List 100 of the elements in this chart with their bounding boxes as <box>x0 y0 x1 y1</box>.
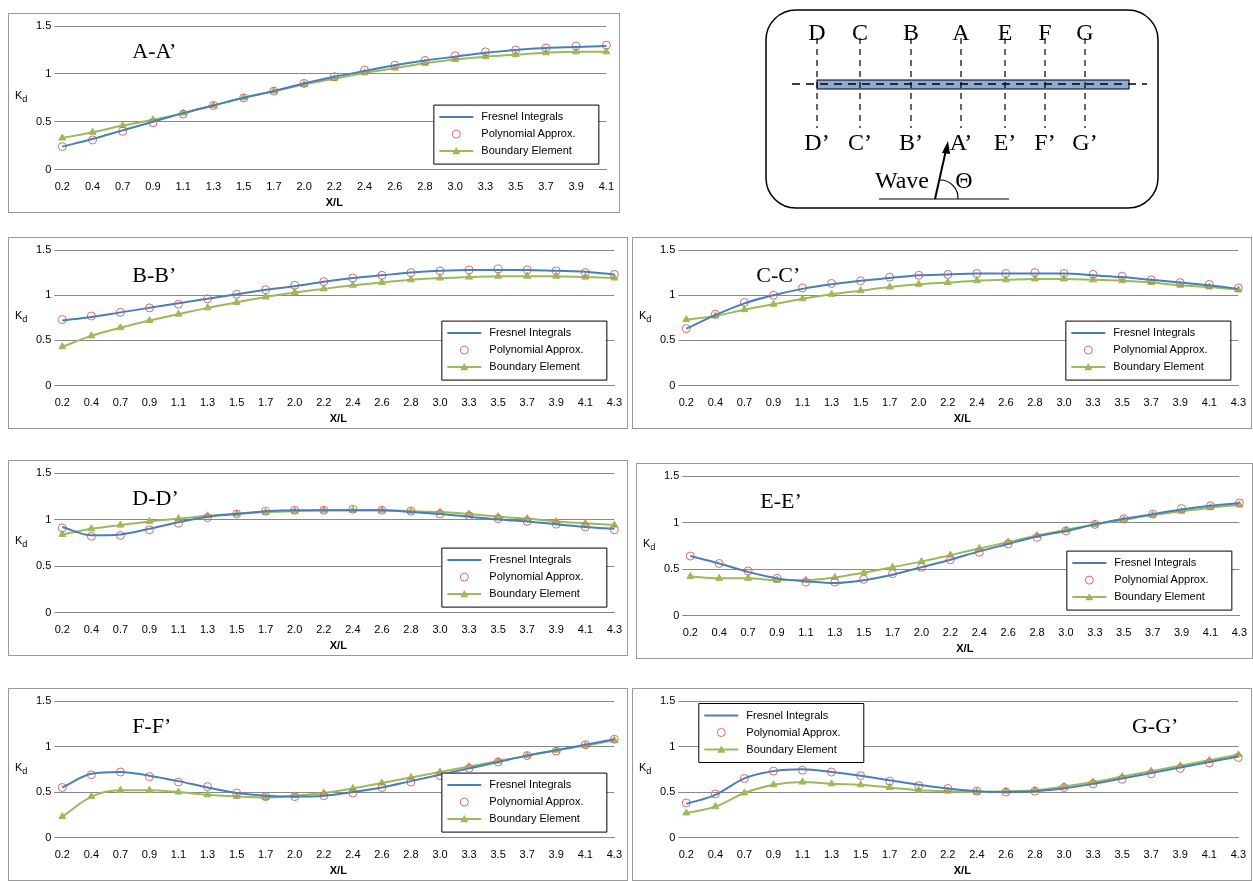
x-tick-label: 0.2 <box>54 848 70 861</box>
x-tick-label: 0.7 <box>112 848 129 861</box>
x-tick-label: 0.4 <box>711 626 727 639</box>
x-tick-label: 2.4 <box>969 396 985 409</box>
legend-label: Polynomial Approx. <box>746 725 841 738</box>
x-tick-label: 1.1 <box>170 623 187 636</box>
x-tick-label: 2.6 <box>998 396 1014 409</box>
legend-label: Polynomial Approx. <box>489 795 584 808</box>
x-tick-label: 0.4 <box>83 396 99 409</box>
x-tick-label: 3.7 <box>1143 848 1159 861</box>
text: G-G’ <box>1131 712 1179 738</box>
x-tick-label: 0.7 <box>112 396 129 409</box>
x-tick-label: 2.2 <box>940 848 956 861</box>
y-tick-label: 0.5 <box>659 785 676 798</box>
x-tick-label: 4.3 <box>1230 848 1246 861</box>
x-tick-label: 2.4 <box>345 623 361 636</box>
x-tick-label: 3.5 <box>490 848 506 861</box>
x-tick-label: 0.2 <box>678 396 694 409</box>
y-tick-label: 1 <box>673 515 680 528</box>
x-tick-label: 0.9 <box>145 180 161 193</box>
y-tick-label: 0 <box>45 830 52 843</box>
legend-label: Boundary Element <box>481 144 572 157</box>
legend-label: Fresnel Integrals <box>489 778 572 791</box>
text: F <box>1038 19 1052 45</box>
x-tick-label: 4.1 <box>1201 396 1217 409</box>
legend-label: Boundary Element <box>746 742 837 755</box>
x-tick-label: 0.7 <box>736 848 753 861</box>
x-tick-label: 2.8 <box>1029 626 1045 639</box>
x-tick-label: 2.6 <box>374 848 390 861</box>
x-tick-label: 1.3 <box>199 623 216 636</box>
x-tick-label: 3.0 <box>1056 396 1072 409</box>
x-tick-label: 1.1 <box>170 848 187 861</box>
x-tick-label: 1.3 <box>199 396 216 409</box>
text: E <box>997 19 1013 45</box>
x-tick-label: 2.2 <box>316 623 332 636</box>
x-tick-label: 0.2 <box>54 396 70 409</box>
x-tick-label: 3.9 <box>548 848 564 861</box>
text: D’ <box>804 129 830 155</box>
x-tick-label: 3.5 <box>1114 396 1130 409</box>
legend-label: Boundary Element <box>489 360 580 373</box>
legend-label: Fresnel Integrals <box>489 553 572 566</box>
text: G <box>1076 19 1094 45</box>
legend-label: Boundary Element <box>489 812 580 825</box>
x-tick-label: 2.6 <box>374 623 390 636</box>
legend-label: Boundary Element <box>1113 360 1204 373</box>
x-tick-label: 3.7 <box>519 396 535 409</box>
text: A’ <box>949 129 973 155</box>
x-tick-label: 1.5 <box>852 396 869 409</box>
legend-label: Polynomial Approx. <box>489 570 584 583</box>
x-tick-label: 3.9 <box>1172 396 1188 409</box>
x-tick-label: 3.7 <box>538 180 554 193</box>
x-tick-label: 2.8 <box>417 180 433 193</box>
text: G’ <box>1072 129 1098 155</box>
x-tick-label: 4.3 <box>1230 396 1246 409</box>
x-tick-label: 0.9 <box>141 396 158 409</box>
y-tick-label: 1 <box>669 288 676 301</box>
x-tick-label: 1.1 <box>170 396 187 409</box>
x-tick-label: 0.9 <box>769 626 785 639</box>
y-tick-label: 0.5 <box>659 333 676 346</box>
x-tick-label: 1.3 <box>199 848 216 861</box>
y-axis-title: K$_{d}$ <box>15 760 28 776</box>
y-tick-label: 0.5 <box>35 785 52 798</box>
x-tick-label: 4.3 <box>606 396 622 409</box>
x-tick-label: 1.1 <box>175 180 191 193</box>
x-tick-label: 2.4 <box>345 848 361 861</box>
text: B-B’ <box>132 261 177 287</box>
x-tick-label: 0.2 <box>682 626 698 639</box>
x-tick-label: 2.8 <box>403 623 419 636</box>
x-tick-label: 0.2 <box>54 623 70 636</box>
x-tick-label: 0.9 <box>141 848 158 861</box>
text: F’ <box>1034 129 1056 155</box>
x-tick-label: 3.5 <box>1114 848 1130 861</box>
x-tick-label: 2.8 <box>403 848 419 861</box>
x-tick-label: 4.1 <box>1202 626 1219 639</box>
x-tick-label: 2.4 <box>969 848 985 861</box>
y-tick-label: 1.5 <box>35 243 52 256</box>
text: Wave <box>874 167 929 193</box>
x-tick-label: 2.0 <box>296 180 312 193</box>
y-axis-title: K$_{d}$ <box>15 89 28 105</box>
legend-label: Polynomial Approx. <box>489 343 584 356</box>
x-tick-label: 1.7 <box>266 180 282 193</box>
x-tick-label: 2.8 <box>1027 848 1043 861</box>
x-tick-label: 0.4 <box>707 848 723 861</box>
x-tick-label: 3.3 <box>1087 626 1103 639</box>
y-tick-label: 0 <box>669 830 676 843</box>
x-tick-label: 3.0 <box>447 180 463 193</box>
x-tick-label: 3.0 <box>1056 848 1072 861</box>
y-axis-title: K$_{d}$ <box>639 309 652 325</box>
y-axis-title: K$_{d}$ <box>639 760 652 776</box>
x-tick-label: 1.3 <box>823 848 840 861</box>
x-axis-title: X/L <box>325 196 344 209</box>
y-tick-label: 1 <box>45 66 52 79</box>
x-tick-label: 4.3 <box>1231 626 1247 639</box>
x-tick-label: 4.1 <box>1201 848 1217 861</box>
text: D-D’ <box>132 484 179 510</box>
text: E-E’ <box>760 487 802 513</box>
y-tick-label: 1.5 <box>35 466 52 479</box>
x-tick-label: 2.4 <box>356 180 373 193</box>
y-tick-label: 1 <box>45 512 52 525</box>
x-tick-label: 2.6 <box>1000 626 1016 639</box>
